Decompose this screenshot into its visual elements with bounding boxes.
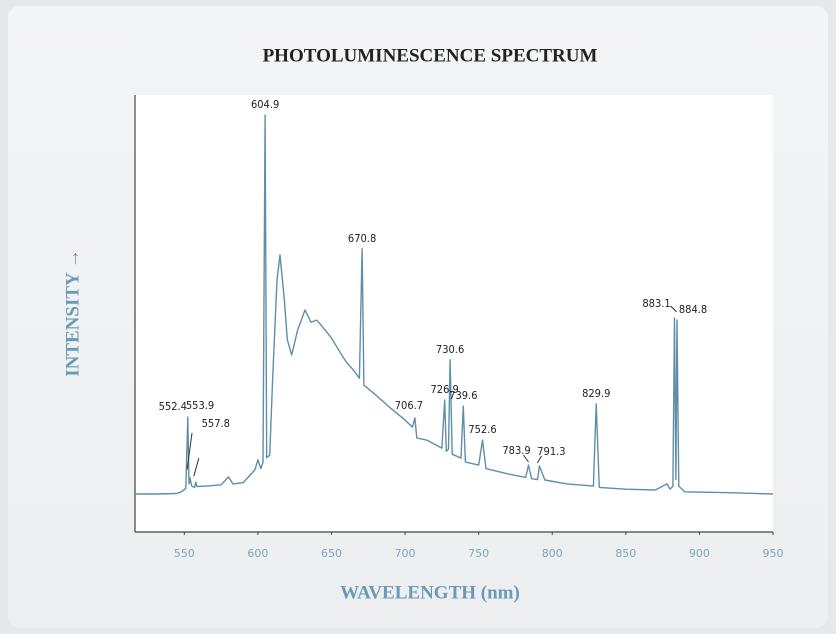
chart-title: PHOTOLUMINESCENCE SPECTRUM [263, 45, 598, 66]
leader-line [193, 458, 200, 477]
x-tick-label: 850 [615, 547, 636, 560]
plot-area [135, 95, 773, 532]
x-tick-label: 750 [468, 547, 489, 560]
peak-label: 783.9 [502, 444, 530, 457]
y-axis-label: INTENSITY → [62, 249, 83, 377]
leader-line [523, 454, 529, 463]
peak-label: 739.6 [449, 389, 477, 402]
spectrum-line [135, 114, 774, 495]
x-tick-label: 900 [689, 547, 710, 560]
peak-label: 730.6 [436, 343, 464, 356]
peak-label: 791.3 [537, 445, 565, 458]
peak-label: 557.8 [202, 417, 230, 430]
peak-label: 726.9 [430, 383, 458, 396]
leader-line [186, 432, 193, 470]
leader-line [670, 305, 677, 313]
peak-label: 829.9 [582, 387, 610, 400]
leader-line [537, 455, 542, 464]
x-tick-label: 650 [321, 547, 342, 560]
peak-label: 884.8 [679, 303, 707, 316]
peak-label: 670.8 [348, 232, 376, 245]
x-tick-label: 600 [247, 547, 268, 560]
x-tick-label: 950 [763, 547, 784, 560]
peak-label: 883.1 [642, 297, 670, 310]
peak-label: 553.9 [186, 399, 214, 412]
peak-label: 552.4 [159, 400, 187, 413]
x-tick-label: 700 [395, 547, 416, 560]
peak-label: 604.9 [251, 98, 279, 111]
peak-label: 752.6 [468, 423, 496, 436]
x-tick-label: 800 [542, 547, 563, 560]
x-tick-label: 550 [174, 547, 195, 560]
peak-label: 706.7 [395, 399, 423, 412]
x-axis-label: WAVELENGTH (nm) [340, 582, 520, 603]
